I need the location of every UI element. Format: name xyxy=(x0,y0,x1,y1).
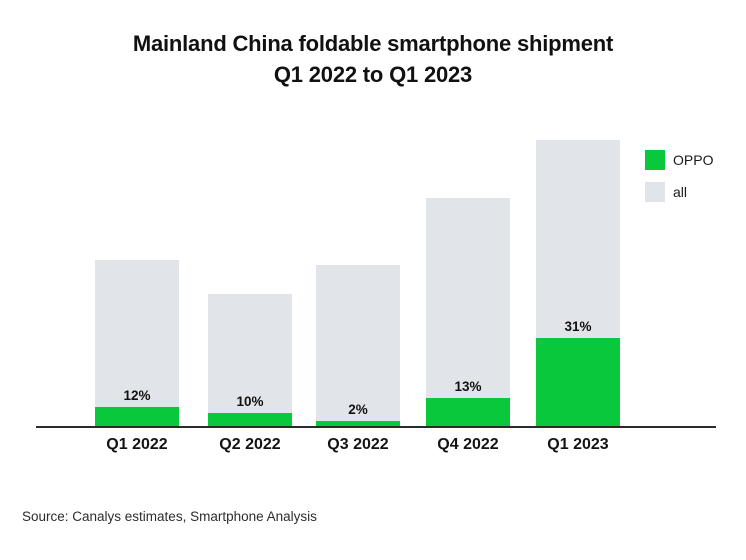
x-axis-line xyxy=(36,426,716,428)
bar-all-segment xyxy=(95,260,179,427)
bar-oppo-segment xyxy=(536,338,620,427)
bar-value-label: 10% xyxy=(236,394,264,409)
legend-item-oppo: OPPO xyxy=(645,150,713,170)
x-axis-label: Q1 2022 xyxy=(106,436,168,453)
bar-group: 10% Q2 2022 xyxy=(208,0,292,453)
x-axis-label: Q3 2022 xyxy=(327,436,389,453)
x-axis-label: Q2 2022 xyxy=(219,436,281,453)
bar-group: 31% Q1 2023 xyxy=(536,0,620,453)
chart-title-line1: Mainland China foldable smartphone shipm… xyxy=(132,31,614,56)
bar-value-label: 13% xyxy=(454,379,482,394)
legend-swatch-all xyxy=(645,182,665,202)
bar-all-segment xyxy=(316,265,400,427)
bar-group: 2% Q3 2022 xyxy=(316,0,400,453)
bar-oppo-segment xyxy=(95,407,179,427)
bar-group: 13% Q4 2022 xyxy=(426,0,510,453)
legend-label-all: all xyxy=(673,184,688,200)
bar-group: 12% Q1 2022 xyxy=(95,0,179,453)
chart-title: Mainland China foldable smartphone shipm… xyxy=(0,28,746,90)
bar-value-label: 2% xyxy=(348,402,368,417)
x-axis-label: Q4 2022 xyxy=(437,436,499,453)
chart-title-line2: Q1 2022 to Q1 2023 xyxy=(273,62,473,87)
plot-area: 12% Q1 2022 10% Q2 2022 2% Q3 2022 13% Q4 2022 3… xyxy=(36,0,716,453)
bar-oppo-segment xyxy=(316,421,400,427)
bar-oppo-segment xyxy=(208,413,292,427)
bar-all-segment xyxy=(208,294,292,427)
legend-swatch-oppo xyxy=(645,150,665,170)
bar-value-label: 12% xyxy=(123,388,151,403)
bar-value-label: 31% xyxy=(564,319,592,334)
legend-item-all: all xyxy=(645,182,713,202)
legend: OPPO all xyxy=(645,150,713,214)
x-axis-label: Q1 2023 xyxy=(547,436,609,453)
bar-all-segment xyxy=(426,198,510,427)
bar-oppo-segment xyxy=(426,398,510,427)
legend-label-oppo: OPPO xyxy=(673,152,714,168)
source-note: Source: Canalys estimates, Smartphone An… xyxy=(22,509,317,524)
